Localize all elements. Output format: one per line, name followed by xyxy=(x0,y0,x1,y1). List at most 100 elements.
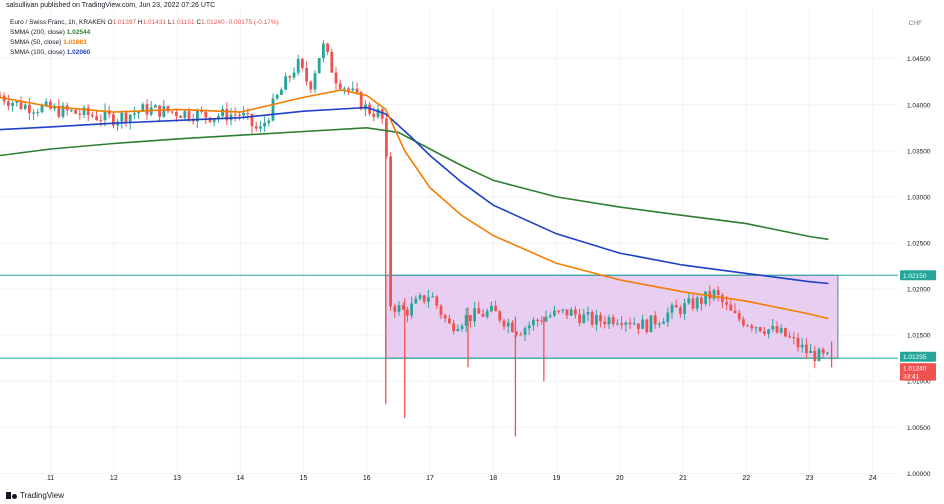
candle-body xyxy=(133,113,136,115)
candle-body xyxy=(460,325,464,329)
ohlc-high: 1.01431 xyxy=(142,19,167,26)
candle-body xyxy=(242,112,245,116)
candle-body xyxy=(754,327,758,329)
candle-body xyxy=(254,126,258,129)
countdown-label: 33:41 xyxy=(903,374,920,381)
price-axis[interactable]: 1.04500 1.04000 1.03500 1.03000 1.02500 1.020… xyxy=(907,56,931,478)
currency-label: CHF xyxy=(908,20,922,27)
x-tick-label: 20 xyxy=(616,475,624,482)
candle-body xyxy=(0,95,2,97)
x-tick-label: 21 xyxy=(679,475,687,482)
y-tick-label: 1.02500 xyxy=(907,241,931,248)
candle-body xyxy=(826,352,829,354)
candle-body xyxy=(800,344,804,348)
candle-body xyxy=(225,109,229,121)
candle-body xyxy=(49,101,52,109)
candle-body xyxy=(515,332,518,335)
countdown-bg xyxy=(900,371,936,381)
candle-body xyxy=(670,304,674,313)
candle-body xyxy=(212,118,216,122)
candle-body xyxy=(95,116,98,120)
y-tick-label: 1.00000 xyxy=(907,471,931,478)
ohlc-open: 1.01397 xyxy=(112,19,137,26)
candle-body xyxy=(674,304,678,308)
candle-body xyxy=(817,349,821,362)
candle-body xyxy=(250,114,254,127)
candle-body xyxy=(183,111,187,118)
candle-body xyxy=(784,328,787,337)
y-tick-label: 1.04500 xyxy=(907,56,931,63)
candle-body xyxy=(334,72,338,84)
candle-body xyxy=(779,328,783,333)
candle-body xyxy=(70,110,73,112)
tradingview-footer[interactable]: TradingView xyxy=(6,491,64,500)
candle-body xyxy=(179,116,182,118)
candle-body xyxy=(124,112,128,123)
candle-body xyxy=(561,309,565,311)
candle-body xyxy=(582,314,586,324)
candle-body xyxy=(733,310,737,314)
x-tick-label: 16 xyxy=(363,475,371,482)
candle-body xyxy=(775,325,779,333)
ma100-legend[interactable]: SMMA (100, close) 1.02060 xyxy=(10,48,279,58)
candle-body xyxy=(259,126,262,129)
candle-body xyxy=(338,83,342,89)
time-axis[interactable]: 11 12 13 14 15 16 17 18 19 20 21 22 23 24 xyxy=(47,475,877,482)
candle-body xyxy=(548,315,552,317)
candle-body xyxy=(502,320,506,327)
candle-body xyxy=(557,310,560,312)
candle-body xyxy=(683,303,686,314)
ma200-legend[interactable]: SMMA (200, close) 1.02544 xyxy=(10,28,279,38)
candle-body xyxy=(154,105,157,108)
price-tag-level-high: 1.02150 xyxy=(903,273,927,280)
symbol-title[interactable]: Euro / Swiss Franc, 1h, KRAKEN xyxy=(10,19,106,26)
ma50-legend[interactable]: SMMA (50, close) 1.01683 xyxy=(10,38,279,48)
candle-body xyxy=(469,315,472,322)
candle-body xyxy=(78,113,82,115)
candle-body xyxy=(233,114,237,116)
candle-body xyxy=(641,319,644,329)
candle-body xyxy=(439,305,443,316)
candle-body xyxy=(351,88,355,91)
candle-body xyxy=(578,314,581,324)
candle-body xyxy=(170,111,174,113)
candle-body xyxy=(82,107,86,115)
candle-body xyxy=(91,114,94,117)
candle-body xyxy=(624,322,628,325)
candle-body xyxy=(389,156,392,307)
candle-body xyxy=(691,298,695,309)
y-tick-label: 1.01500 xyxy=(907,333,931,340)
footer-brand: TradingView xyxy=(20,491,65,500)
candle-body xyxy=(569,309,573,316)
x-tick-label: 14 xyxy=(236,475,244,482)
publish-info: salsullivan published on TradingView.com… xyxy=(6,2,216,9)
candle-body xyxy=(263,122,266,127)
candle-body xyxy=(574,309,577,315)
candle-body xyxy=(666,312,670,322)
candle-body xyxy=(200,110,203,112)
candle-body xyxy=(128,114,132,123)
price-tag-last: 1.01240 xyxy=(903,366,927,373)
candle-body xyxy=(771,325,775,330)
candle-body xyxy=(494,305,497,312)
candle-body xyxy=(196,110,199,122)
x-tick-label: 22 xyxy=(742,475,750,482)
candle-body xyxy=(704,291,707,304)
ma200-label: SMMA (200, close) xyxy=(10,29,65,36)
y-tick-label: 1.00500 xyxy=(907,425,931,432)
x-tick-label: 13 xyxy=(173,475,181,482)
candle-body xyxy=(61,105,65,117)
candle-body xyxy=(162,106,166,117)
ma-line xyxy=(0,89,829,320)
candle-body xyxy=(746,325,749,327)
candle-body xyxy=(758,327,762,332)
ohlc-low: 1.01151 xyxy=(171,19,195,26)
candle-body xyxy=(57,105,61,117)
candle-body xyxy=(74,110,77,114)
ohlc-change: -0.00175 (-0.17%) xyxy=(226,19,279,26)
candle-body xyxy=(645,319,649,333)
candle-body xyxy=(628,322,632,325)
candle-body xyxy=(19,101,23,109)
